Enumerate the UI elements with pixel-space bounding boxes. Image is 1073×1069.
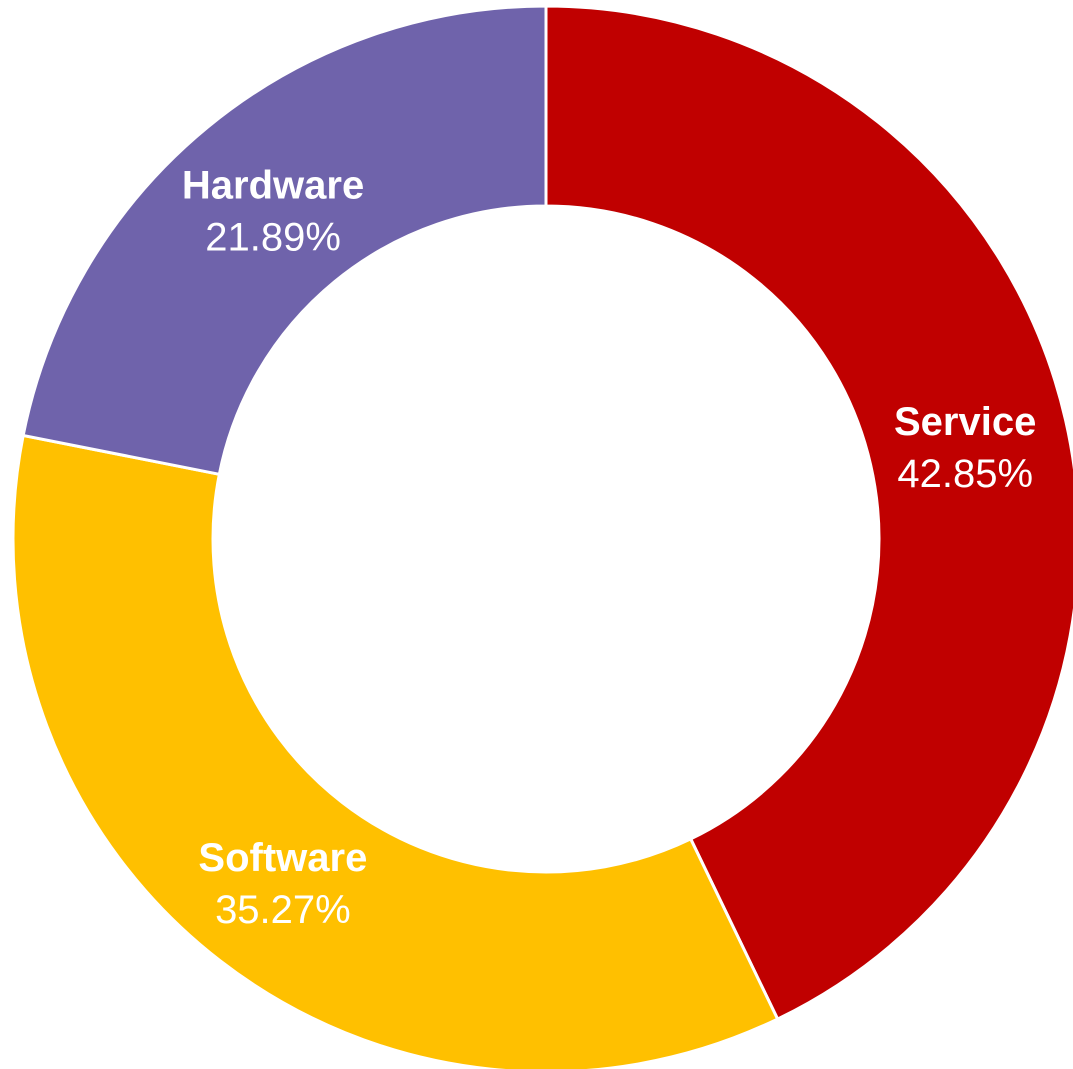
slice-label-hardware: Hardware (182, 164, 364, 208)
slice-value-software: 35.27% (215, 888, 351, 932)
slice-value-hardware: 21.89% (205, 216, 341, 260)
slice-label-service: Service (894, 400, 1036, 444)
slices-layer (11, 4, 1073, 1069)
slice-value-service: 42.85% (897, 452, 1033, 496)
slice-software (11, 433, 780, 1069)
slice-label-software: Software (198, 836, 367, 880)
slice-hardware (21, 4, 548, 477)
labels-layer: Service 42.85% Software 35.27% Hardware 21.89… (182, 164, 1036, 932)
slice-service (544, 4, 1073, 1022)
